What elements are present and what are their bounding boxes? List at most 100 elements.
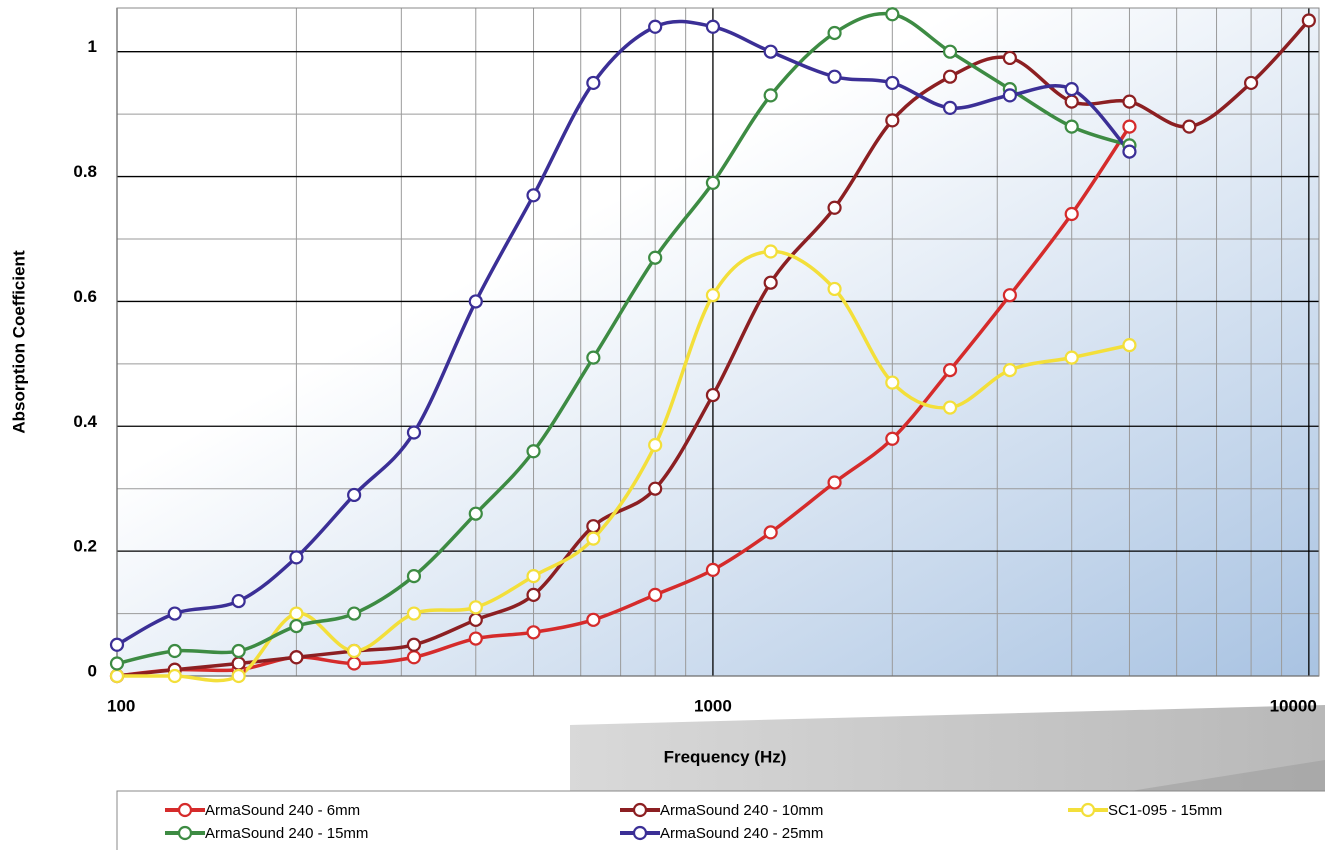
data-point bbox=[231, 656, 246, 671]
data-point bbox=[289, 618, 304, 634]
data-point bbox=[885, 75, 900, 91]
data-point bbox=[526, 188, 541, 203]
legend-swatch-marker bbox=[177, 825, 193, 841]
data-point bbox=[586, 519, 601, 534]
data-point bbox=[406, 637, 422, 652]
y-tick-label: 1 bbox=[88, 37, 97, 56]
x-axis-title: Frequency (Hz) bbox=[664, 747, 787, 766]
data-point bbox=[347, 656, 362, 671]
data-point bbox=[648, 19, 663, 34]
data-point bbox=[763, 244, 778, 259]
data-point bbox=[1243, 75, 1259, 91]
data-point bbox=[827, 281, 842, 297]
data-point bbox=[1122, 119, 1137, 134]
data-point bbox=[705, 288, 721, 303]
data-point bbox=[1122, 94, 1137, 109]
data-point bbox=[289, 650, 304, 665]
legend-label: ArmaSound 240 - 15mm bbox=[205, 825, 368, 842]
data-point bbox=[586, 75, 601, 91]
data-point bbox=[526, 569, 541, 584]
data-point bbox=[347, 487, 362, 503]
data-point bbox=[468, 612, 483, 627]
data-point bbox=[942, 100, 958, 115]
data-point bbox=[648, 250, 663, 265]
data-point bbox=[231, 668, 246, 684]
data-point bbox=[167, 668, 182, 684]
data-point bbox=[763, 275, 778, 290]
data-point bbox=[885, 431, 900, 446]
data-point bbox=[231, 643, 246, 659]
data-point bbox=[289, 550, 304, 565]
y-tick-label: 0 bbox=[88, 661, 97, 680]
data-point bbox=[406, 425, 422, 440]
data-point bbox=[109, 656, 125, 671]
data-point bbox=[586, 531, 601, 546]
data-point bbox=[885, 375, 900, 390]
legend-label: ArmaSound 240 - 10mm bbox=[660, 802, 823, 819]
data-point bbox=[468, 631, 483, 646]
data-point bbox=[586, 612, 601, 627]
legend-label: ArmaSound 240 - 6mm bbox=[205, 802, 360, 819]
data-point bbox=[347, 606, 362, 621]
data-point bbox=[1002, 88, 1017, 103]
legend-box bbox=[116, 790, 1325, 850]
series-line bbox=[116, 19, 1311, 678]
data-point bbox=[885, 113, 900, 128]
y-tick-label: 0.2 bbox=[73, 537, 97, 556]
y-tick-label: 0.8 bbox=[73, 162, 97, 181]
x-tick-label: 1000 bbox=[694, 696, 732, 715]
data-point bbox=[827, 69, 842, 84]
plot-background bbox=[117, 8, 1319, 676]
plot-frame bbox=[116, 7, 1320, 677]
data-point bbox=[468, 600, 483, 615]
data-point bbox=[406, 650, 422, 665]
data-point bbox=[526, 625, 541, 640]
data-point bbox=[648, 481, 663, 496]
y-tick-label: 0.4 bbox=[73, 412, 97, 431]
data-point bbox=[1122, 144, 1137, 159]
data-point bbox=[289, 606, 304, 621]
y-axis-title: Absorption Coefficient bbox=[9, 250, 28, 434]
data-point bbox=[942, 44, 958, 59]
data-point bbox=[763, 44, 778, 59]
data-point bbox=[827, 475, 842, 490]
data-point bbox=[347, 643, 362, 659]
data-point bbox=[942, 400, 958, 415]
data-point bbox=[1002, 288, 1017, 303]
data-point bbox=[827, 200, 842, 215]
legend-swatch-marker bbox=[632, 825, 648, 841]
series-markers bbox=[109, 7, 1316, 684]
data-point bbox=[1122, 338, 1137, 353]
data-point bbox=[705, 387, 721, 403]
data-point bbox=[1002, 50, 1017, 66]
data-point bbox=[1064, 94, 1079, 109]
data-point bbox=[705, 19, 721, 34]
data-point bbox=[167, 643, 182, 659]
data-point bbox=[1064, 206, 1079, 222]
data-point bbox=[109, 668, 125, 684]
data-point bbox=[942, 362, 958, 378]
data-point bbox=[1301, 13, 1316, 28]
x-tick-label: 10000 bbox=[1270, 696, 1317, 715]
data-point bbox=[526, 587, 541, 602]
data-point bbox=[827, 25, 842, 41]
data-point bbox=[942, 69, 958, 84]
legend-swatch-marker bbox=[177, 802, 193, 818]
data-point bbox=[648, 437, 663, 453]
data-point bbox=[1182, 119, 1197, 134]
data-point bbox=[648, 587, 663, 602]
data-point bbox=[1064, 350, 1079, 365]
data-point bbox=[406, 606, 422, 621]
data-point bbox=[167, 606, 182, 621]
data-point bbox=[586, 350, 601, 365]
data-point bbox=[109, 637, 125, 652]
data-point bbox=[1064, 82, 1079, 97]
legend-swatch-marker bbox=[1080, 802, 1096, 818]
data-point bbox=[231, 593, 246, 609]
data-point bbox=[763, 525, 778, 540]
data-point bbox=[705, 175, 721, 190]
data-point bbox=[468, 294, 483, 309]
data-point bbox=[406, 569, 422, 584]
legend-label: ArmaSound 240 - 25mm bbox=[660, 825, 823, 842]
